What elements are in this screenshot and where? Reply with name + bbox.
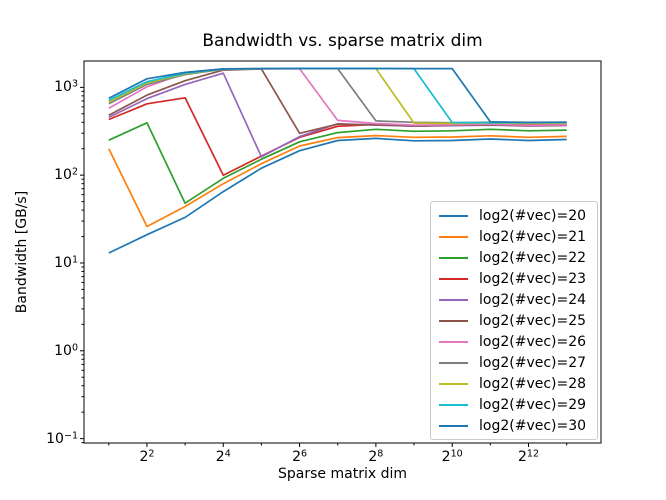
x-axis-label: Sparse matrix dim bbox=[278, 466, 407, 482]
legend-entry-label: log2(#vec)=26 bbox=[479, 333, 587, 350]
legend-entry: log2(#vec)=30 bbox=[431, 415, 597, 436]
legend-entry-label: log2(#vec)=24 bbox=[479, 291, 587, 308]
chart-title: Bandwidth vs. sparse matrix dim bbox=[202, 31, 483, 51]
legend-line-swatch bbox=[439, 403, 468, 406]
legend-line-swatch bbox=[439, 214, 468, 217]
legend-entry: log2(#vec)=22 bbox=[431, 247, 597, 268]
legend-line-swatch bbox=[439, 319, 468, 322]
legend-entry: log2(#vec)=20 bbox=[431, 205, 597, 226]
x-tick-label: 28 bbox=[368, 448, 384, 465]
plot-spines bbox=[83, 60, 602, 444]
legend-entry-label: log2(#vec)=21 bbox=[479, 228, 587, 245]
legend: log2(#vec)=20 log2(#vec)=21 log2(#vec)=22 l… bbox=[430, 201, 598, 440]
series-line-log2vec-24 bbox=[108, 72, 567, 158]
legend-line-swatch bbox=[439, 235, 468, 238]
legend-entry-label: log2(#vec)=20 bbox=[479, 207, 587, 224]
series-line-log2vec-22 bbox=[108, 121, 567, 205]
y-tick-label: 101 bbox=[54, 254, 78, 271]
legend-entry-label: log2(#vec)=23 bbox=[479, 270, 587, 287]
y-tick-label: 103 bbox=[54, 79, 78, 96]
legend-entry: log2(#vec)=21 bbox=[431, 226, 597, 247]
legend-entry-label: log2(#vec)=30 bbox=[479, 417, 587, 434]
legend-line-swatch bbox=[439, 361, 468, 364]
x-tick-label: 26 bbox=[292, 448, 308, 465]
legend-entry: log2(#vec)=24 bbox=[431, 289, 597, 310]
legend-line-swatch bbox=[439, 424, 468, 427]
x-tick-label: 210 bbox=[441, 448, 463, 465]
legend-entry-label: log2(#vec)=29 bbox=[479, 396, 587, 413]
x-tick-label: 22 bbox=[139, 448, 155, 465]
legend-entry: log2(#vec)=27 bbox=[431, 352, 597, 373]
legend-entry-label: log2(#vec)=25 bbox=[479, 312, 587, 329]
legend-line-swatch bbox=[439, 298, 468, 301]
legend-entry: log2(#vec)=29 bbox=[431, 394, 597, 415]
y-tick-label: 100 bbox=[54, 342, 78, 359]
series-line-log2vec-27 bbox=[108, 67, 567, 124]
legend-entry: log2(#vec)=28 bbox=[431, 373, 597, 394]
legend-entry: log2(#vec)=25 bbox=[431, 310, 597, 331]
legend-entry-label: log2(#vec)=28 bbox=[479, 375, 587, 392]
legend-entry: log2(#vec)=23 bbox=[431, 268, 597, 289]
legend-line-swatch bbox=[439, 256, 468, 259]
x-tick-label: 24 bbox=[215, 448, 231, 465]
legend-line-swatch bbox=[439, 382, 468, 385]
series-line-log2vec-21 bbox=[108, 134, 567, 228]
legend-line-swatch bbox=[439, 277, 468, 280]
legend-entry-label: log2(#vec)=27 bbox=[479, 354, 587, 371]
series-line-log2vec-30 bbox=[108, 67, 567, 124]
legend-line-swatch bbox=[439, 340, 468, 343]
series-line-log2vec-20 bbox=[108, 137, 567, 254]
legend-entry: log2(#vec)=26 bbox=[431, 331, 597, 352]
legend-entry-label: log2(#vec)=22 bbox=[479, 249, 587, 266]
x-tick-label: 212 bbox=[517, 448, 540, 465]
y-tick-label: 10−1 bbox=[46, 430, 78, 447]
y-tick-label: 102 bbox=[54, 166, 78, 184]
